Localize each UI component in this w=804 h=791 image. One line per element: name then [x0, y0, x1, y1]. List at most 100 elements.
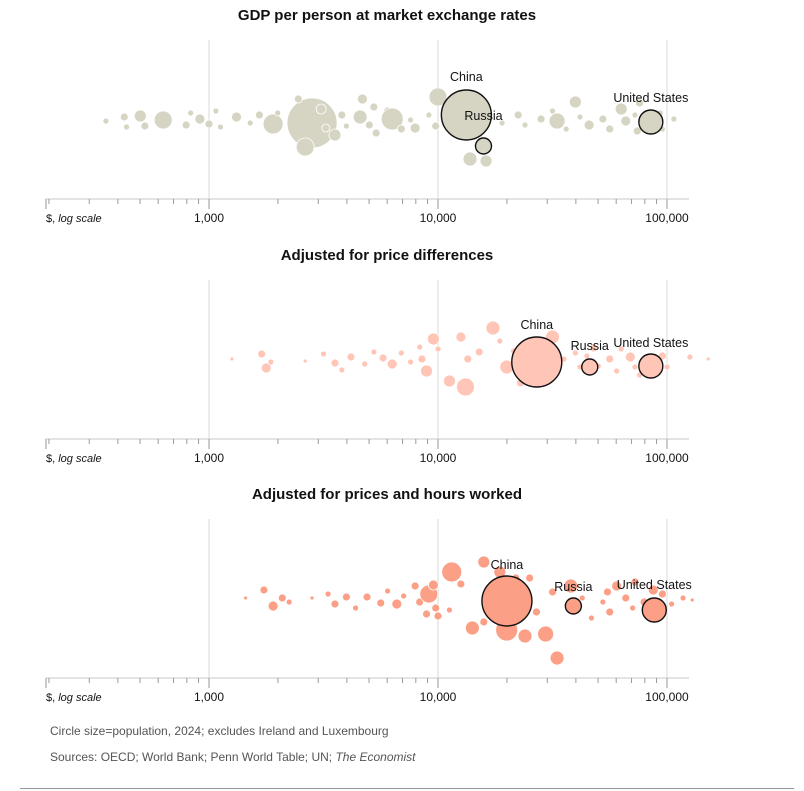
- bubble-china: [481, 575, 533, 627]
- country-bubble: [328, 128, 342, 142]
- country-bubble: [572, 349, 579, 357]
- country-bubble: [337, 110, 347, 120]
- bubble-russia: [564, 597, 583, 615]
- country-bubble: [658, 589, 667, 599]
- country-bubble: [376, 598, 386, 608]
- country-bubble: [153, 110, 173, 130]
- country-bubble: [537, 625, 555, 643]
- country-bubble: [670, 115, 678, 123]
- country-bubble: [217, 123, 224, 131]
- country-bubble: [391, 598, 403, 610]
- country-bubble: [583, 119, 595, 131]
- country-bubble: [464, 620, 480, 636]
- country-bubble: [330, 599, 340, 609]
- country-bubble: [513, 110, 523, 120]
- panel-3: Adjusted for prices and hours worked 1,00…: [45, 486, 695, 704]
- panel-title: Adjusted for price differences: [281, 247, 494, 264]
- country-bubble: [384, 587, 392, 595]
- country-bubble: [407, 358, 414, 366]
- country-bubble: [431, 121, 441, 131]
- country-bubble: [621, 593, 631, 603]
- country-bubble: [605, 354, 615, 364]
- country-bubble: [352, 604, 359, 612]
- country-bubble: [635, 98, 644, 108]
- country-bubble: [632, 126, 642, 136]
- x-axis-unit-label: $, log scale: [46, 213, 102, 225]
- country-bubble: [416, 343, 424, 351]
- country-bubble: [123, 123, 130, 131]
- x-tick-label: 100,000: [645, 451, 689, 465]
- country-bubble: [532, 607, 541, 617]
- country-bubble: [563, 578, 579, 594]
- country-bubble: [380, 107, 404, 131]
- country-bubble: [286, 97, 338, 149]
- country-bubble: [428, 579, 439, 591]
- bubble-china: [440, 89, 493, 141]
- country-bubble: [357, 93, 368, 105]
- country-bubble: [517, 628, 533, 644]
- country-bubble: [309, 595, 315, 601]
- label-russia: Russia: [554, 580, 592, 594]
- country-bubble: [498, 119, 506, 127]
- country-bubble: [407, 116, 414, 124]
- country-bubble: [341, 592, 351, 602]
- country-bubble: [417, 354, 427, 364]
- country-bubble: [611, 580, 623, 592]
- country-bubble: [212, 107, 220, 115]
- country-bubble: [229, 356, 235, 362]
- country-bubble: [668, 600, 675, 608]
- country-bubble: [364, 120, 374, 130]
- label-united-states: United States: [613, 91, 688, 105]
- country-bubble: [599, 598, 607, 606]
- country-bubble: [614, 102, 628, 116]
- country-bubble: [409, 122, 421, 134]
- country-bubble: [257, 349, 267, 359]
- x-tick-label: 100,000: [645, 211, 689, 225]
- x-tick-label: 10,000: [420, 211, 457, 225]
- country-bubble: [624, 351, 636, 363]
- country-bubble: [267, 600, 279, 612]
- country-bubble: [521, 121, 529, 129]
- country-bubble: [293, 94, 303, 104]
- country-bubble: [427, 332, 440, 346]
- country-bubble: [277, 593, 287, 603]
- country-bubble: [315, 103, 327, 115]
- country-bubble: [441, 561, 463, 583]
- x-tick-label: 1,000: [194, 690, 224, 704]
- sources-publication: The Economist: [335, 750, 416, 764]
- country-bubble: [231, 111, 242, 123]
- country-bubble: [133, 109, 147, 123]
- country-bubble: [603, 587, 612, 597]
- country-bubble: [549, 107, 556, 115]
- country-bubble: [479, 154, 493, 168]
- label-russia: Russia: [464, 109, 502, 123]
- country-bubble: [620, 115, 632, 127]
- country-bubble: [428, 87, 448, 107]
- country-bubble: [330, 358, 340, 368]
- x-tick-label: 1,000: [194, 451, 224, 465]
- label-united-states: United States: [613, 336, 688, 350]
- country-bubble: [477, 555, 491, 569]
- x-axis-unit-label: $, log scale: [46, 692, 102, 704]
- country-bubble: [583, 352, 591, 360]
- bubble-united-states: [638, 109, 664, 135]
- country-bubble: [397, 349, 405, 357]
- label-russia: Russia: [571, 339, 609, 353]
- country-bubble: [378, 353, 388, 363]
- country-bubble: [433, 611, 443, 621]
- country-bubble: [576, 113, 584, 121]
- country-bubble: [246, 119, 254, 127]
- country-bubble: [204, 119, 214, 129]
- country-bubble: [613, 367, 621, 375]
- x-tick-label: 10,000: [420, 451, 457, 465]
- country-bubble: [588, 614, 595, 622]
- country-bubble: [181, 120, 191, 130]
- country-bubble: [443, 374, 456, 388]
- country-bubble: [370, 348, 378, 356]
- bubble-russia: [474, 137, 493, 155]
- country-bubble: [631, 363, 639, 371]
- bubble-united-states: [638, 353, 664, 379]
- country-bubble: [617, 345, 625, 353]
- country-bubble: [679, 594, 687, 602]
